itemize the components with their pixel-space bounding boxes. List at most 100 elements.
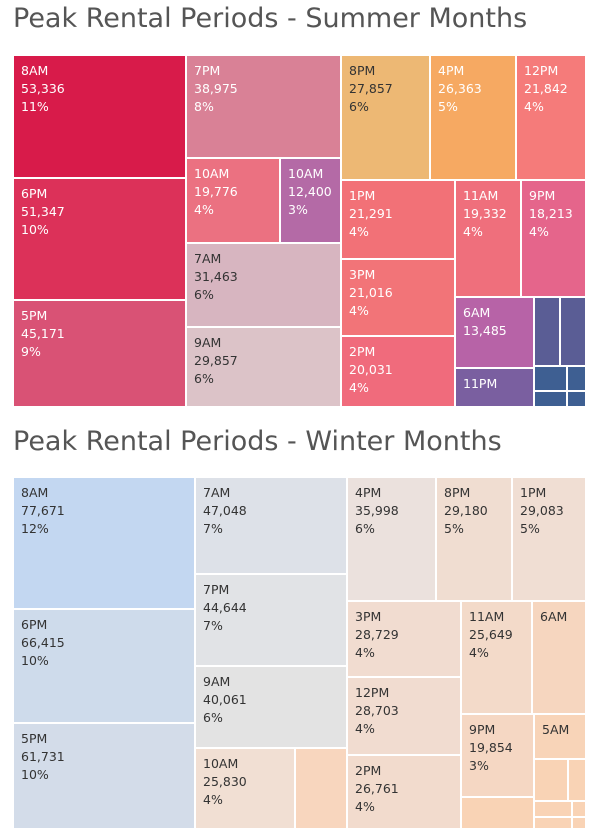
- winter-tile-percent: 10%: [21, 767, 49, 782]
- winter-tile-rect: [348, 478, 435, 600]
- winter-tile-rect: [573, 802, 585, 816]
- winter-tile-percent: 7%: [203, 521, 223, 536]
- summer-tile-rect: [14, 179, 185, 299]
- winter-tile-label: 12PM: [355, 685, 389, 700]
- summer-tile-value: 21,016: [349, 285, 393, 300]
- summer-tile: [568, 367, 585, 390]
- summer-tile-value: 20,031: [349, 362, 393, 377]
- winter-tile-percent: 12%: [21, 521, 49, 536]
- winter-tile-label: 5PM: [21, 731, 47, 746]
- summer-tile-6pm: 6PM 51,347 10%: [14, 179, 185, 299]
- summer-tile-rect: [281, 159, 340, 242]
- winter-tile-rect: [462, 715, 533, 796]
- summer-tile-value: 53,336: [21, 81, 65, 96]
- summer-tile-label: 2PM: [349, 344, 375, 359]
- summer-tile-rect: [535, 367, 566, 390]
- summer-tile-rect: [561, 298, 585, 365]
- summer-chart-title: Peak Rental Periods - Summer Months: [13, 3, 528, 34]
- winter-tile-6pm: 6PM 66,415 10%: [14, 610, 194, 722]
- winter-tile-value: 40,061: [203, 692, 247, 707]
- winter-tile-percent: 5%: [520, 521, 540, 536]
- summer-tile-value: 27,857: [349, 81, 393, 96]
- summer-tile-rect: [14, 56, 185, 177]
- winter-tile-7pm: 7PM 44,644 7%: [196, 575, 346, 665]
- summer-tile-10am: 10AM 19,776 4%: [187, 159, 279, 242]
- summer-tile-8pm: 8PM 27,857 6%: [342, 56, 429, 179]
- summer-tile-label: 3PM: [349, 267, 375, 282]
- summer-tile: [535, 367, 566, 390]
- winter-tile-rect: [535, 715, 585, 758]
- winter-tile-rect: [569, 760, 585, 800]
- summer-tile-rect: [187, 328, 340, 406]
- winter-tile: [535, 760, 567, 800]
- summer-tile-percent: 9%: [21, 344, 41, 359]
- winter-tile-value: 29,083: [520, 503, 564, 518]
- winter-tile-value: 66,415: [21, 635, 65, 650]
- summer-tile-label: 11PM: [463, 376, 497, 391]
- winter-tile-rect: [296, 749, 346, 828]
- summer-tile-rect: [568, 367, 585, 390]
- winter-tile-rect: [535, 818, 571, 828]
- winter-tile-label: 6AM: [540, 609, 567, 624]
- winter-tile: [535, 802, 571, 816]
- winter-tile-percent: 10%: [21, 653, 49, 668]
- winter-tile-label: 6PM: [21, 617, 47, 632]
- summer-tile-8am: 8AM 53,336 11%: [14, 56, 185, 177]
- summer-tile-11pm: 11PM: [456, 369, 533, 406]
- winter-tile-rect: [196, 749, 294, 828]
- winter-tile: [535, 818, 571, 828]
- winter-tile-rect: [513, 478, 585, 600]
- winter-tile-value: 28,703: [355, 703, 399, 718]
- winter-chart-title: Peak Rental Periods - Winter Months: [13, 426, 502, 457]
- winter-tile-percent: 4%: [355, 645, 375, 660]
- summer-tile-percent: 4%: [349, 224, 369, 239]
- summer-tile-percent: 6%: [194, 371, 214, 386]
- winter-tile-rect: [462, 798, 533, 828]
- winter-tile-value: 19,854: [469, 740, 513, 755]
- winter-tile-label: 10AM: [203, 756, 238, 771]
- summer-tile-percent: 4%: [349, 303, 369, 318]
- winter-tile-percent: 6%: [355, 521, 375, 536]
- winter-tile-value: 26,761: [355, 781, 399, 796]
- summer-tile-2pm: 2PM 20,031 4%: [342, 337, 454, 406]
- summer-tile: [568, 392, 585, 406]
- summer-tile-12pm: 12PM 21,842 4%: [517, 56, 585, 179]
- summer-tile-9am: 9AM 29,857 6%: [187, 328, 340, 406]
- summer-tile-9pm: 9PM 18,213 4%: [522, 181, 585, 296]
- summer-tile-rect: [187, 56, 340, 157]
- summer-tile-percent: 8%: [194, 99, 214, 114]
- winter-tile-10am: 10AM 25,830 4%: [196, 749, 294, 828]
- summer-tile-percent: 6%: [349, 99, 369, 114]
- summer-tile-rect: [568, 392, 585, 406]
- winter-tile: [462, 798, 533, 828]
- summer-tile: [535, 298, 559, 365]
- winter-tile-11am: 11AM 25,649 4%: [462, 602, 531, 713]
- summer-tile-rect: [517, 56, 585, 179]
- winter-tile-rect: [196, 575, 346, 665]
- summer-tile-label: 1PM: [349, 188, 375, 203]
- winter-tile-rect: [535, 802, 571, 816]
- winter-tile-rect: [14, 724, 194, 828]
- summer-tile-label: 10AM: [194, 166, 229, 181]
- winter-tile-label: 1PM: [520, 485, 546, 500]
- summer-tile-label: 10AM: [288, 166, 323, 181]
- summer-treemap: 8AM 53,336 11% 6PM 51,347 10% 5PM 45,171 9% 7PM 38…: [13, 55, 586, 407]
- summer-tile-rect: [342, 181, 454, 258]
- summer-tile-percent: 3%: [288, 202, 308, 217]
- winter-tile: [296, 749, 346, 828]
- winter-tile-rect: [14, 610, 194, 722]
- summer-tile-11am: 11AM 19,332 4%: [456, 181, 520, 296]
- summer-tile-percent: 4%: [524, 99, 544, 114]
- summer-tile-value: 38,975: [194, 81, 238, 96]
- summer-tile-label: 12PM: [524, 63, 558, 78]
- summer-tile-rect: [456, 369, 533, 406]
- winter-tile-percent: 3%: [469, 758, 489, 773]
- winter-tile-value: 47,048: [203, 503, 247, 518]
- winter-tile-label: 11AM: [469, 609, 504, 624]
- winter-tile-5am: 5AM: [535, 715, 585, 758]
- winter-tile-value: 28,729: [355, 627, 399, 642]
- winter-tile-percent: 4%: [355, 799, 375, 814]
- summer-tile-rect: [342, 56, 429, 179]
- summer-tile-label: 7PM: [194, 63, 220, 78]
- summer-tile-value: 21,842: [524, 81, 568, 96]
